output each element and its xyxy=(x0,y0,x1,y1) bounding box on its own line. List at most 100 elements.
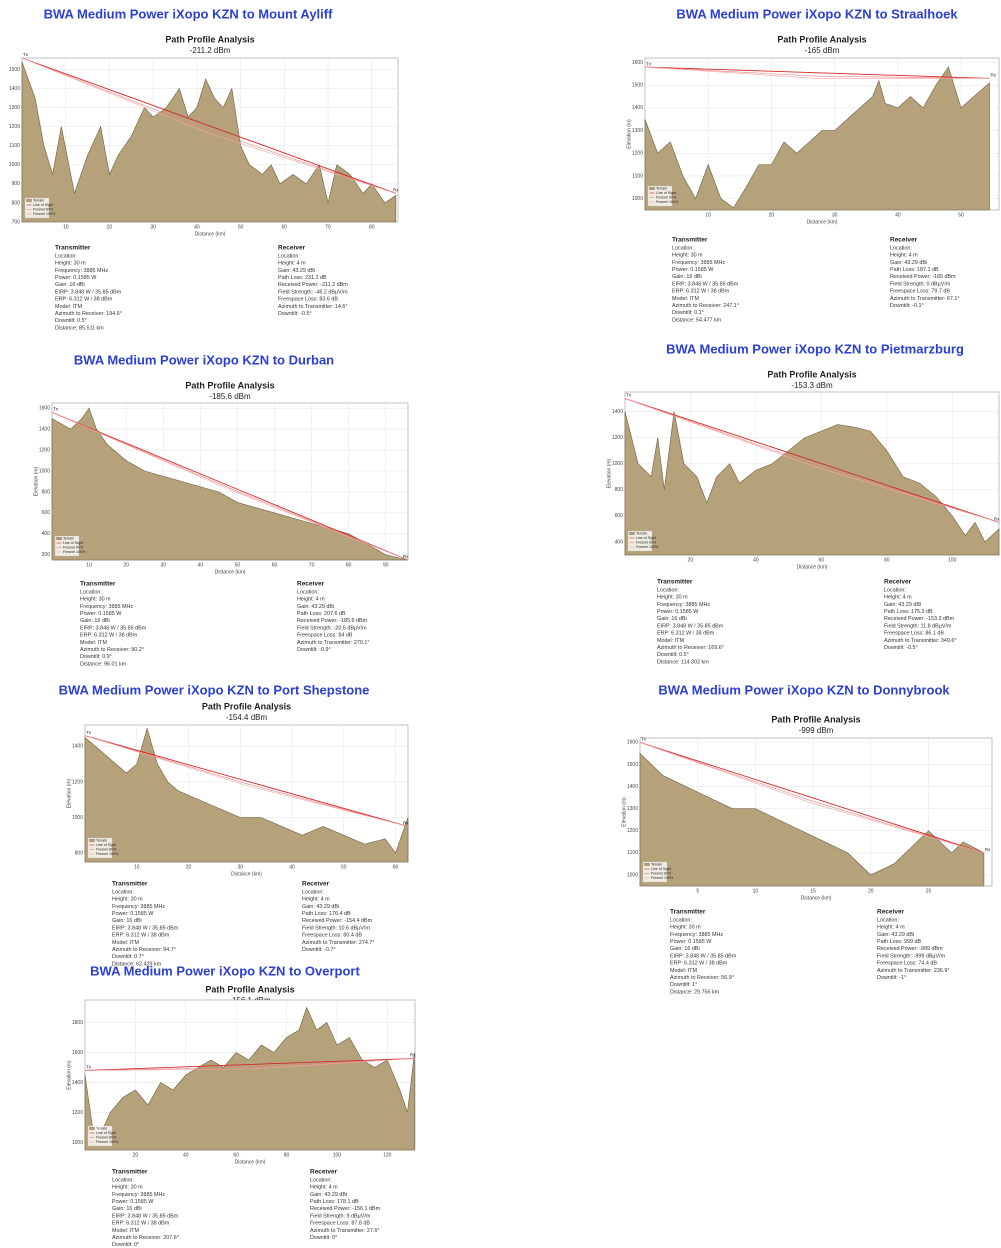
info-heading: Transmitter xyxy=(112,1169,148,1176)
rx-label: Rx xyxy=(410,1053,416,1058)
info-heading: Transmitter xyxy=(657,579,693,586)
chart-title: Path Profile Analysis xyxy=(202,701,291,711)
info-line: ERP: 6.312 W / 38 dBm xyxy=(80,633,138,639)
info-line: Path Loss: 175.3 dB xyxy=(884,609,933,615)
legend-swatch xyxy=(649,187,655,190)
info-line: Azimuth to Receiver: 169.6° xyxy=(657,645,724,651)
x-tick-label: 30 xyxy=(150,224,156,230)
info-line: Height: 30 m xyxy=(55,261,86,267)
info-line: Height: 4 m xyxy=(302,897,330,903)
info-line: Azimuth to Receiver: 56.9° xyxy=(670,975,734,981)
x-axis-label: Distance (km) xyxy=(215,569,246,575)
legend-label: Fresnel 60% xyxy=(656,195,677,199)
x-tick-label: 70 xyxy=(325,224,331,230)
x-tick-label: 40 xyxy=(198,562,204,568)
info-line: Distance: 114.302 km xyxy=(657,659,709,665)
info-line: Azimuth to Receiver: 194.6° xyxy=(55,311,122,317)
info-line: EIRP: 3.848 W / 35.85 dBm xyxy=(112,1213,179,1219)
y-tick-label: 1200 xyxy=(627,828,638,834)
path-line xyxy=(644,66,990,79)
x-tick-label: 10 xyxy=(753,888,759,894)
info-line: Gain: 16 dBi xyxy=(670,946,700,952)
info-line: Height: 4 m xyxy=(884,595,912,601)
info-line: Gain: 16 dBi xyxy=(672,274,702,280)
y-tick-label: 1400 xyxy=(632,105,643,111)
info-line: Received Power: -154.4 dBm xyxy=(302,918,373,924)
info-line: Azimuth to Receiver: 207.6° xyxy=(112,1235,179,1241)
y-tick-label: 900 xyxy=(12,181,21,187)
legend-label: Terrain xyxy=(636,531,647,535)
y-tick-label: 800 xyxy=(42,489,51,495)
y-tick-label: 1100 xyxy=(627,850,638,856)
x-tick-label: 25 xyxy=(926,888,932,894)
legend-label: Terrain xyxy=(651,862,662,866)
path-line xyxy=(21,57,396,194)
y-tick-label: 1600 xyxy=(72,1050,83,1056)
info-line: Height: 4 m xyxy=(297,597,325,603)
legend-label: Fresnel 60% xyxy=(63,545,84,549)
info-line: ERP: 6.312 W / 38 dBm xyxy=(112,1221,170,1227)
info-line: Height: 4 m xyxy=(877,925,905,931)
panel-heading: BWA Medium Power iXopo KZN to Donnybrook xyxy=(658,682,950,697)
path-line xyxy=(84,735,409,827)
info-line: Downtilt: 0.7° xyxy=(112,954,144,960)
x-tick-label: 50 xyxy=(958,212,964,218)
legend-box xyxy=(642,861,668,883)
x-tick-label: 80 xyxy=(884,557,890,563)
info-line: Gain: 43.29 dBi xyxy=(890,260,927,266)
chart-title: Path Profile Analysis xyxy=(185,380,274,390)
x-tick-label: 10 xyxy=(63,224,69,230)
chart-subtitle: -999 dBm xyxy=(799,726,834,735)
info-heading: Receiver xyxy=(884,579,912,586)
info-line: Received Power: -153.3 dBm xyxy=(884,616,955,622)
panel-heading: BWA Medium Power iXopo KZN to Pietmarzbu… xyxy=(666,341,964,356)
chart-title: Path Profile Analysis xyxy=(767,369,856,379)
info-line: Downtilt: -0.5° xyxy=(278,311,312,317)
y-axis-label: Elevation (m) xyxy=(66,1060,72,1090)
info-line: Height: 30 m xyxy=(80,597,111,603)
info-line: Azimuth to Receiver: 90.2° xyxy=(80,647,144,653)
info-line: Gain: 16 dBi xyxy=(80,618,110,624)
info-heading: Receiver xyxy=(890,237,918,244)
x-tick-label: 40 xyxy=(183,1152,189,1158)
info-line: Gain: 16 dBi xyxy=(112,918,142,924)
info-line: Location: xyxy=(877,917,899,923)
info-line: Field Strength: -20.6 dBµV/m xyxy=(297,625,367,631)
info-line: Location: xyxy=(672,245,694,251)
y-tick-label: 600 xyxy=(615,513,624,519)
info-line: Frequency: 3885 MHz xyxy=(112,904,165,910)
legend-label: Fresnel 60% xyxy=(96,847,117,851)
info-line: Model: ITM xyxy=(112,1228,139,1234)
chart-subtitle: -154.4 dBm xyxy=(226,713,268,722)
y-tick-label: 400 xyxy=(42,531,51,537)
path-line xyxy=(624,398,1000,523)
legend-label: Line of Sight xyxy=(96,843,116,847)
info-line: Gain: 43.29 dBi xyxy=(278,268,315,274)
tx-label: Tx xyxy=(641,737,647,742)
y-tick-label: 1400 xyxy=(627,784,638,790)
y-tick-label: 1000 xyxy=(627,872,638,878)
info-line: Azimuth to Receiver: 247.1° xyxy=(672,303,739,309)
info-line: Field Strength: 11.8 dBµV/m xyxy=(884,623,952,629)
x-tick-label: 40 xyxy=(895,212,901,218)
info-heading: Transmitter xyxy=(112,881,148,888)
info-line: Downtilt: 0° xyxy=(310,1235,337,1241)
info-heading: Receiver xyxy=(302,881,330,888)
y-tick-label: 1600 xyxy=(627,740,638,746)
info-line: Height: 30 m xyxy=(670,925,701,931)
info-line: Downtilt: -0.1° xyxy=(890,303,924,309)
panel-heading: BWA Medium Power iXopo KZN to Durban xyxy=(74,352,334,367)
y-tick-label: 1200 xyxy=(632,151,643,157)
info-line: Azimuth to Receiver: 94.7° xyxy=(112,947,176,953)
legend-label: Terrain xyxy=(96,1126,107,1130)
info-line: Height: 4 m xyxy=(890,253,918,259)
y-tick-label: 1600 xyxy=(39,406,50,412)
info-line: Power: 0.1585 W xyxy=(657,609,699,615)
info-line: ERP: 6.312 W / 38 dBm xyxy=(672,289,730,295)
info-line: Downtilt: -0.7° xyxy=(302,947,336,953)
info-line: EIRP: 3.848 W / 35.85 dBm xyxy=(55,289,122,295)
info-line: Freespace Loss: 83.6 dB xyxy=(278,297,338,303)
info-line: Model: ITM xyxy=(657,638,684,644)
y-tick-label: 600 xyxy=(42,510,51,516)
info-line: Location: xyxy=(310,1177,332,1183)
